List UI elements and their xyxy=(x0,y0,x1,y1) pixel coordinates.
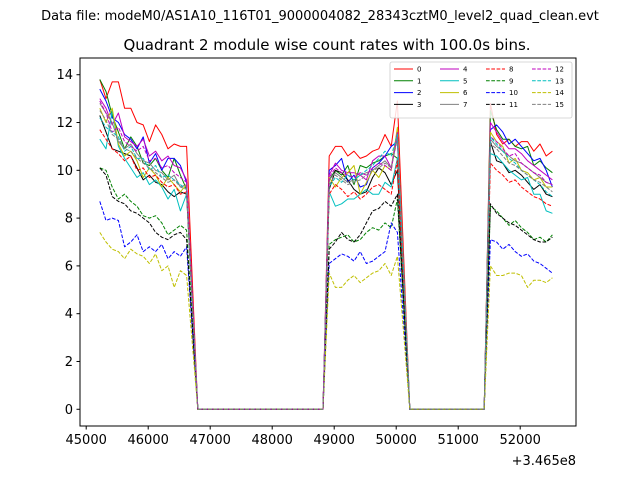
legend-label-5: 5 xyxy=(463,77,467,85)
legend-label-4: 4 xyxy=(463,66,468,74)
series-layer xyxy=(99,79,553,410)
x-tick-label: 49000 xyxy=(314,433,355,448)
chart-title: Quadrant 2 module wise count rates with … xyxy=(123,36,530,54)
x-tick-label: 48000 xyxy=(252,433,293,448)
x-tick-label: 50000 xyxy=(376,433,417,448)
legend-label-2: 2 xyxy=(417,89,421,97)
y-tick-label: 6 xyxy=(65,259,73,274)
x-axis: 45000 46000 47000 48000 49000 50000 51000 52000 xyxy=(66,426,541,448)
figure-suptitle: Data file: modeM0/AS1A10_116T01_90000040… xyxy=(41,9,599,24)
x-tick-label: 52000 xyxy=(500,433,541,448)
series-line-4 xyxy=(99,98,553,410)
series-line-10 xyxy=(99,201,553,410)
y-tick-label: 12 xyxy=(56,116,73,131)
series-line-8 xyxy=(99,129,553,410)
legend-label-15: 15 xyxy=(555,101,564,109)
x-tick-label: 45000 xyxy=(66,433,107,448)
legend-label-1: 1 xyxy=(417,77,421,85)
legend-label-9: 9 xyxy=(509,77,513,85)
y-tick-label: 0 xyxy=(65,403,73,418)
x-tick-label: 51000 xyxy=(438,433,479,448)
x-tick-label: 46000 xyxy=(128,433,169,448)
y-tick-label: 4 xyxy=(65,307,73,322)
legend-label-12: 12 xyxy=(555,66,564,74)
legend-label-13: 13 xyxy=(555,77,564,85)
legend-label-11: 11 xyxy=(509,101,518,109)
x-axis-offset-label: +3.465e8 xyxy=(512,454,576,469)
legend-label-14: 14 xyxy=(555,89,564,97)
legend-label-6: 6 xyxy=(463,89,468,97)
legend-label-10: 10 xyxy=(509,89,518,97)
legend-box xyxy=(389,61,573,119)
axes-frame xyxy=(79,57,577,427)
series-line-13 xyxy=(99,117,553,410)
series-line-14 xyxy=(99,232,553,410)
y-axis: 0 2 4 6 8 10 12 14 xyxy=(56,68,80,418)
series-line-12 xyxy=(99,100,553,410)
legend-label-3: 3 xyxy=(417,101,421,109)
series-line-2 xyxy=(99,88,553,410)
y-tick-label: 8 xyxy=(65,212,73,227)
series-line-3 xyxy=(99,115,553,410)
y-tick-label: 2 xyxy=(65,355,73,370)
legend-label-7: 7 xyxy=(463,101,467,109)
y-tick-label: 10 xyxy=(56,164,73,179)
y-tick-label: 14 xyxy=(56,68,73,83)
x-tick-label: 47000 xyxy=(190,433,231,448)
series-line-7 xyxy=(99,103,553,410)
legend-label-8: 8 xyxy=(509,66,513,74)
legend-label-0: 0 xyxy=(417,66,421,74)
series-line-6 xyxy=(99,107,553,410)
series-line-11 xyxy=(99,167,553,410)
